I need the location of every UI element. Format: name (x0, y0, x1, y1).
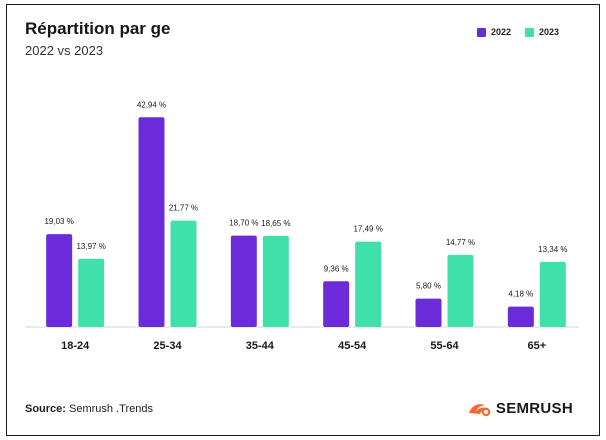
legend-swatch-2022 (476, 27, 486, 37)
legend-item-2022: 2022 (476, 27, 511, 37)
bar-2023-25-34 (170, 220, 197, 327)
bar-2023-45-54 (355, 241, 382, 327)
source-label: Source: (25, 403, 66, 415)
x-tick-label-65+: 65+ (527, 340, 546, 352)
x-tick-label-25-34: 25-34 (153, 340, 182, 352)
data-label-2022-65+: 4,18 % (508, 290, 533, 299)
data-label-2023-45-54: 17,49 % (353, 225, 382, 234)
source-note: Source: Semrush .Trends (25, 403, 153, 415)
semrush-flame-icon (468, 403, 491, 416)
bar-2023-35-44 (262, 235, 289, 327)
bar-2022-18-24 (46, 234, 73, 327)
data-label-2022-55-64: 5,80 % (416, 282, 441, 291)
data-label-2023-25-34: 21,77 % (169, 204, 198, 213)
bar-chart: 19,03 % 13,97 % 18-24 42,94 % 21,77 % 25-34 18… (25, 100, 579, 352)
data-label-2023-18-24: 13,97 % (76, 242, 105, 251)
bar-2023-65+ (539, 261, 566, 327)
bar-2023-18-24 (78, 258, 105, 327)
legend-item-2023: 2023 (524, 27, 559, 37)
x-tick-label-35-44: 35-44 (246, 340, 275, 352)
data-label-2023-65+: 13,34 % (538, 245, 567, 254)
brand-name: SEMRUSH (495, 400, 573, 417)
bar-2022-45-54 (323, 281, 350, 327)
chart-subtitle: 2022 vs 2023 (25, 43, 104, 58)
bar-2022-65+ (507, 306, 534, 327)
bar-2022-25-34 (138, 117, 165, 327)
x-tick-label-55-64: 55-64 (430, 340, 459, 352)
bar-2022-55-64 (415, 298, 442, 327)
x-tick-label-45-54: 45-54 (338, 340, 367, 352)
data-label-2023-55-64: 14,77 % (446, 238, 475, 247)
data-label-2022-35-44: 18,70 % (229, 219, 258, 228)
chart-card: Répartition par ge 2022 vs 2023 2022 202… (6, 4, 600, 436)
source-value: Semrush .Trends (69, 403, 153, 415)
semrush-logo: SEMRUSH (466, 400, 573, 417)
data-label-2023-35-44: 18,65 % (261, 219, 290, 228)
legend-label-2022: 2022 (490, 27, 511, 37)
x-tick-label-18-24: 18-24 (61, 340, 90, 352)
legend: 2022 2023 (476, 27, 559, 37)
bar-2023-55-64 (447, 254, 474, 327)
chart-title: Répartition par ge (25, 19, 171, 38)
data-label-2022-25-34: 42,94 % (137, 100, 166, 109)
data-label-2022-18-24: 19,03 % (44, 217, 73, 226)
bar-2022-35-44 (230, 235, 257, 327)
legend-swatch-2023 (524, 27, 534, 37)
legend-label-2023: 2023 (538, 27, 559, 37)
data-label-2022-45-54: 9,36 % (324, 264, 349, 273)
